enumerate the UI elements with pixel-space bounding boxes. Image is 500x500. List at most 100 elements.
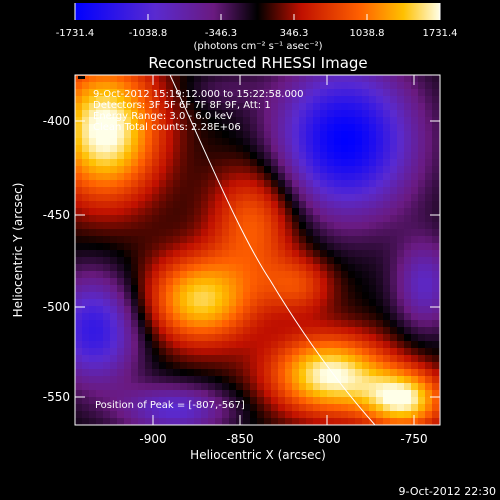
heatmap-cell: [257, 313, 265, 321]
heatmap-cell: [110, 180, 118, 188]
heatmap-cell: [124, 278, 132, 286]
heatmap-cell: [229, 173, 237, 181]
heatmap-cell: [369, 166, 377, 174]
heatmap-cell: [313, 208, 321, 216]
heatmap-cell: [257, 250, 265, 258]
heatmap-cell: [201, 320, 209, 328]
heatmap-cell: [124, 222, 132, 230]
heatmap-cell: [341, 117, 349, 125]
heatmap-cell: [166, 145, 174, 153]
heatmap-cell: [369, 159, 377, 167]
heatmap-cell: [103, 103, 111, 111]
heatmap-cell: [222, 285, 230, 293]
heatmap-cell: [96, 313, 104, 321]
heatmap-cell: [348, 271, 356, 279]
heatmap-cell: [187, 222, 195, 230]
heatmap-cell: [103, 110, 111, 118]
heatmap-cell: [194, 362, 202, 370]
heatmap-cell: [229, 362, 237, 370]
heatmap-cell: [173, 299, 181, 307]
heatmap-cell: [82, 243, 90, 251]
heatmap-cell: [334, 124, 342, 132]
heatmap-cell: [285, 222, 293, 230]
heatmap-cell: [89, 110, 97, 118]
heatmap-cell: [236, 257, 244, 265]
heatmap-cell: [152, 96, 160, 104]
heatmap-cell: [411, 110, 419, 118]
heatmap-cell: [236, 89, 244, 97]
heatmap-cell: [75, 292, 83, 300]
heatmap-cell: [138, 103, 146, 111]
heatmap-cell: [355, 250, 363, 258]
heatmap-cell: [397, 208, 405, 216]
heatmap-cell: [117, 341, 125, 349]
heatmap-cell: [320, 383, 328, 391]
heatmap-cell: [145, 376, 153, 384]
heatmap-cell: [201, 180, 209, 188]
heatmap-cell: [390, 138, 398, 146]
heatmap-cell: [397, 103, 405, 111]
heatmap-cell: [341, 369, 349, 377]
heatmap-cell: [299, 159, 307, 167]
heatmap-cell: [131, 369, 139, 377]
heatmap-cell: [243, 173, 251, 181]
heatmap-cell: [187, 313, 195, 321]
heatmap-cell: [222, 278, 230, 286]
heatmap-cell: [313, 89, 321, 97]
heatmap-cell: [264, 117, 272, 125]
heatmap-cell: [89, 257, 97, 265]
heatmap-cell: [355, 348, 363, 356]
heatmap-cell: [299, 215, 307, 223]
heatmap-cell: [397, 215, 405, 223]
heatmap-cell: [131, 299, 139, 307]
heatmap-cell: [278, 180, 286, 188]
heatmap-cell: [257, 173, 265, 181]
heatmap-cell: [124, 418, 132, 425]
heatmap-cell: [362, 215, 370, 223]
colorbar-tick-label: -1038.8: [129, 28, 168, 39]
heatmap-cell: [355, 89, 363, 97]
heatmap-cell: [110, 313, 118, 321]
heatmap-cell: [341, 341, 349, 349]
heatmap-cell: [131, 145, 139, 153]
heatmap-cell: [166, 299, 174, 307]
heatmap-cell: [418, 397, 426, 405]
heatmap-cell: [96, 390, 104, 398]
heatmap-cell: [180, 390, 188, 398]
heatmap-cell: [201, 397, 209, 405]
heatmap-cell: [201, 131, 209, 139]
heatmap-cell: [306, 159, 314, 167]
heatmap-cell: [96, 334, 104, 342]
heatmap-cell: [278, 187, 286, 195]
heatmap-cell: [96, 96, 104, 104]
heatmap-cell: [82, 117, 90, 125]
heatmap-cell: [75, 257, 83, 265]
colorbar-ticks: [74, 3, 441, 20]
heatmap-cell: [96, 404, 104, 412]
heatmap-cell: [250, 117, 258, 125]
heatmap-cell: [390, 187, 398, 195]
heatmap-cell: [397, 327, 405, 335]
heatmap-cell: [397, 404, 405, 412]
heatmap-cell: [348, 173, 356, 181]
heatmap-cell: [390, 131, 398, 139]
heatmap-cell: [306, 103, 314, 111]
heatmap-cell: [285, 159, 293, 167]
heatmap-cell: [166, 166, 174, 174]
heatmap-cell: [257, 180, 265, 188]
heatmap-cell: [425, 96, 433, 104]
heatmap-cell: [285, 166, 293, 174]
heatmap-cell: [383, 306, 391, 314]
heatmap-cell: [215, 96, 223, 104]
heatmap-cell: [369, 264, 377, 272]
heatmap-cell: [173, 173, 181, 181]
heatmap-cell: [418, 110, 426, 118]
heatmap-cell: [264, 103, 272, 111]
heatmap-cell: [299, 194, 307, 202]
heatmap-cell: [341, 103, 349, 111]
heatmap-cell: [82, 383, 90, 391]
heatmap-cell: [124, 131, 132, 139]
heatmap-cell: [348, 376, 356, 384]
heatmap-cell: [264, 138, 272, 146]
heatmap-cell: [222, 236, 230, 244]
